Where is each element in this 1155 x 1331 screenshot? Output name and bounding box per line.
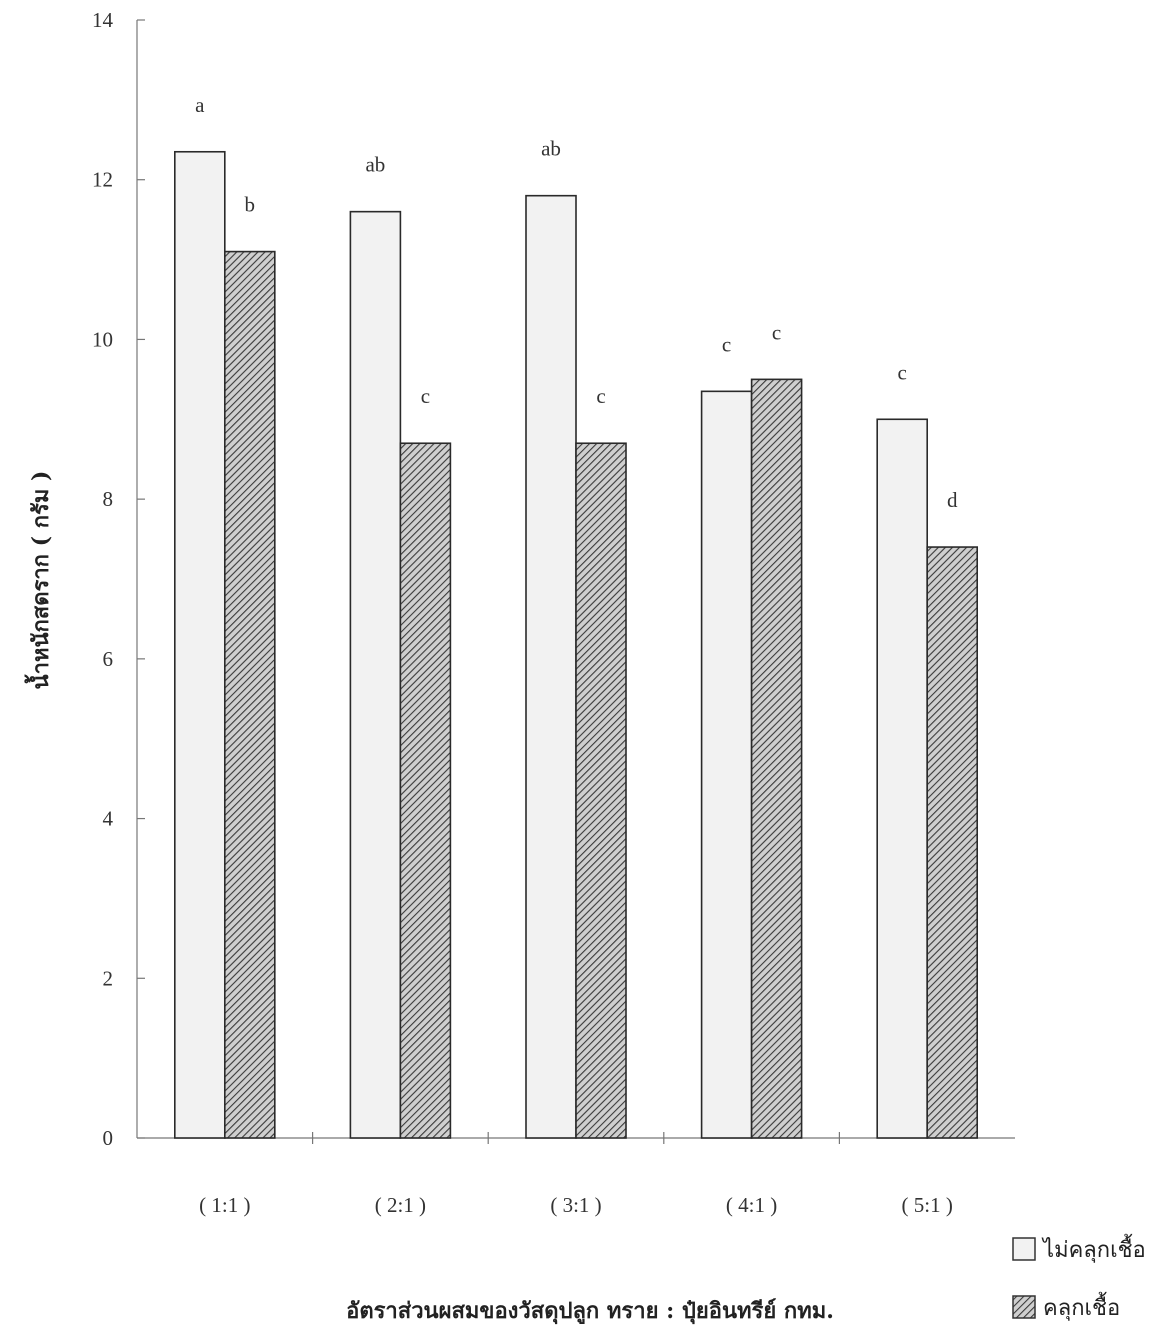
legend-swatch-inoculated [1012, 1295, 1036, 1319]
bar-uninoculated [525, 194, 577, 1139]
legend-label-uninoculated: ไม่คลุกเชื้อ [1041, 1234, 1146, 1263]
significance-letter: c [596, 384, 605, 408]
y-tick-label: 8 [103, 487, 114, 511]
significance-letter: ab [541, 137, 561, 161]
bar-inoculated [575, 442, 627, 1139]
bar-uninoculated [700, 390, 753, 1139]
significance-letter: d [947, 488, 958, 512]
category-label: ( 1:1 ) [199, 1193, 250, 1217]
bar-inoculated [399, 442, 452, 1139]
bars [174, 150, 979, 1139]
significance-letter: a [195, 93, 205, 117]
bar-uninoculated [876, 418, 929, 1139]
y-tick-label: 0 [103, 1126, 114, 1150]
bar-inoculated [926, 546, 979, 1139]
significance-letter: c [722, 332, 731, 356]
significance-letter: c [421, 384, 430, 408]
y-tick-label: 14 [92, 8, 114, 32]
category-label: ( 2:1 ) [375, 1193, 426, 1217]
y-axis-title: น้ำหนักสดราก ( กรัม ) [24, 471, 54, 690]
bar-uninoculated [174, 150, 226, 1139]
axes [136, 19, 1015, 1144]
y-tick-label: 10 [92, 327, 113, 351]
category-label: ( 4:1 ) [726, 1193, 777, 1217]
y-tick-label: 6 [103, 647, 114, 671]
legend: ไม่คลุกเชื้อ คลุกเชื้อ [1012, 1234, 1146, 1321]
x-axis-title: อัตราส่วนผสมของวัสดุปลูก ทราย : ปุ๋ยอินท… [346, 1298, 834, 1325]
category-label: ( 5:1 ) [902, 1193, 953, 1217]
significance-letter: c [898, 360, 907, 384]
y-tick-label: 12 [92, 168, 113, 192]
bar-inoculated [750, 378, 803, 1139]
significance-letter: ab [365, 153, 385, 177]
legend-label-inoculated: คลุกเชื้อ [1043, 1292, 1120, 1321]
y-tick-label: 4 [103, 807, 114, 831]
significance-letter: b [245, 193, 256, 217]
significance-letter: c [772, 320, 781, 344]
bar-inoculated [224, 250, 276, 1139]
category-label: ( 3:1 ) [550, 1193, 601, 1217]
legend-swatch-uninoculated [1012, 1237, 1036, 1261]
y-tick-label: 2 [103, 966, 114, 990]
bar-uninoculated [349, 210, 402, 1139]
